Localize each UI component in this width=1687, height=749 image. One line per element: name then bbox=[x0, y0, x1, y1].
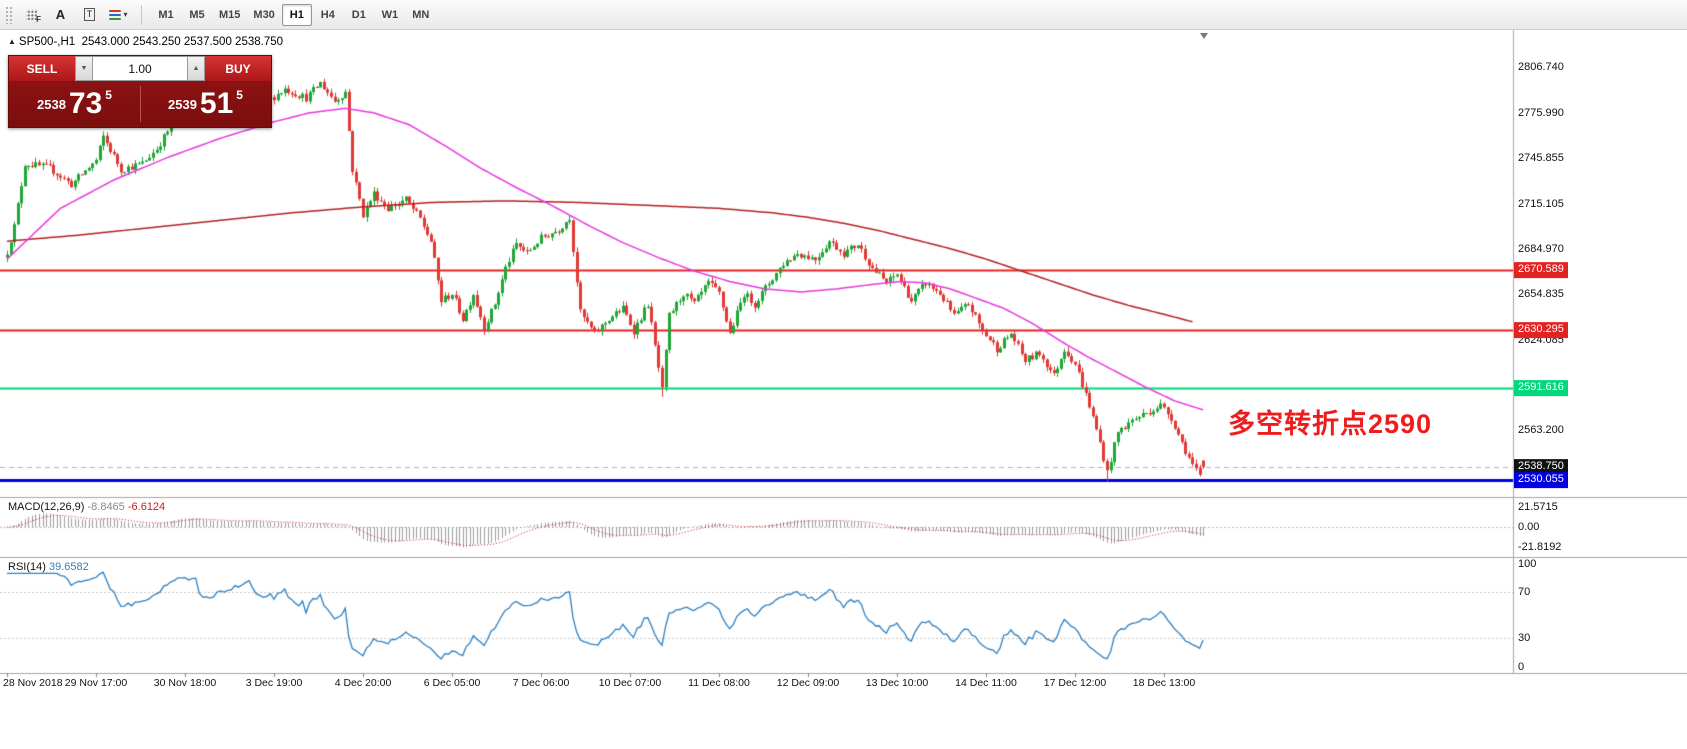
time-axis-label: 29 Nov 17:00 bbox=[64, 677, 128, 689]
toolbar: F A T ▾ M1 M5 M15 M30 H1 H4 D1 W1 MN bbox=[0, 0, 1687, 30]
ask-pips: 51 bbox=[199, 87, 234, 120]
rsi-axis-label: 70 bbox=[1518, 585, 1531, 598]
rsi-name: RSI(14) bbox=[8, 561, 46, 573]
symbol-ohlc-text: SP500-,H1 2543.000 2543.250 2537.500 253… bbox=[18, 36, 284, 48]
timeframe-h1-button[interactable]: H1 bbox=[281, 3, 312, 26]
bid-price[interactable]: 2538 73 5 bbox=[9, 81, 140, 127]
macd-axis-label: -21.8192 bbox=[1518, 541, 1562, 554]
price-axis-badge: 2538.750 bbox=[1514, 459, 1568, 475]
time-axis-label: 6 Dec 05:00 bbox=[423, 677, 481, 689]
rsi-value: 39.6582 bbox=[48, 561, 89, 573]
symbol-ohlc-info: ▲ SP500-,H1 2543.000 2543.250 2537.500 25… bbox=[8, 36, 283, 48]
rsi-axis-label: 30 bbox=[1518, 632, 1531, 645]
time-axis-label: 13 Dec 10:00 bbox=[865, 677, 929, 689]
ask-pipette: 5 bbox=[236, 88, 243, 102]
toolbar-grip[interactable] bbox=[5, 5, 12, 24]
timeframe-m1-button[interactable]: M1 bbox=[158, 8, 174, 21]
macd-axis-label: 21.5715 bbox=[1518, 501, 1558, 513]
timeframe-m30-button[interactable]: M30 bbox=[253, 8, 275, 21]
toolbar-separator bbox=[141, 4, 142, 25]
timeframe-d1-button[interactable]: D1 bbox=[351, 8, 366, 21]
timeframe-group: M1 M5 M15 M30 H1 H4 D1 W1 MN bbox=[151, 3, 436, 26]
time-axis-label: 14 Dec 11:00 bbox=[955, 677, 1017, 689]
volume-input[interactable] bbox=[93, 56, 187, 81]
text-label-icon: T bbox=[83, 8, 96, 21]
price-axis-label: 2775.990 bbox=[1518, 106, 1564, 119]
macd-main-value: -8.8465 bbox=[87, 501, 125, 513]
macd-signal-value: -6.6124 bbox=[127, 501, 166, 513]
time-axis-label: 18 Dec 13:00 bbox=[1132, 677, 1196, 689]
macd-axis-label: 0.00 bbox=[1518, 521, 1540, 533]
ask-price[interactable]: 2539 51 5 bbox=[140, 81, 271, 127]
one-click-trade-panel: SELL ▼ ▲ BUY 2538 73 5 2539 51 5 bbox=[8, 55, 272, 128]
annotation-a-button[interactable]: A bbox=[47, 4, 74, 26]
time-axis-label: 12 Dec 09:00 bbox=[776, 677, 840, 689]
price-axis-badge: 2530.055 bbox=[1514, 472, 1568, 488]
volume-increase-button[interactable]: ▲ bbox=[187, 56, 205, 81]
volume-decrease-button[interactable]: ▼ bbox=[75, 56, 93, 81]
bid-pipette: 5 bbox=[105, 88, 112, 102]
bid-integer: 2538 bbox=[37, 96, 66, 112]
macd-label: MACD(12,26,9) -8.8465 -6.6124 bbox=[8, 501, 165, 513]
line-styles-button[interactable]: ▾ bbox=[105, 4, 132, 26]
price-axis-label: 2715.105 bbox=[1518, 197, 1564, 210]
grid-icon bbox=[26, 9, 37, 20]
line-styles-icon bbox=[109, 9, 122, 20]
price-axis-badge: 2630.295 bbox=[1514, 322, 1568, 339]
price-axis-label: 2806.740 bbox=[1518, 60, 1564, 73]
sell-button[interactable]: SELL bbox=[9, 56, 75, 81]
time-axis-label: 30 Nov 18:00 bbox=[153, 677, 217, 689]
time-axis-label: 11 Dec 08:00 bbox=[688, 677, 750, 689]
collapse-triangle-icon[interactable]: ▲ bbox=[8, 37, 16, 46]
letter-a-icon: A bbox=[55, 7, 66, 22]
grid-icon-letter: F bbox=[36, 14, 41, 24]
price-axis-label: 2745.855 bbox=[1518, 151, 1564, 164]
chevron-down-icon: ▾ bbox=[123, 10, 128, 19]
rsi-label: RSI(14) 39.6582 bbox=[8, 561, 89, 573]
time-axis-label: 7 Dec 06:00 bbox=[512, 677, 570, 689]
chart-shift-marker[interactable] bbox=[1200, 33, 1208, 39]
price-axis-label: 2684.970 bbox=[1518, 242, 1564, 255]
price-axis-label: 2654.835 bbox=[1518, 287, 1564, 300]
timeframe-w1-button[interactable]: W1 bbox=[381, 8, 399, 21]
time-axis-label: 17 Dec 12:00 bbox=[1043, 677, 1107, 689]
time-axis-label: 4 Dec 20:00 bbox=[334, 677, 392, 689]
indicators-button[interactable]: F bbox=[18, 4, 45, 26]
time-axis-label: 28 Nov 2018 bbox=[3, 677, 63, 689]
rsi-axis-label: 0 bbox=[1518, 661, 1525, 673]
price-axis-label: 2563.200 bbox=[1518, 424, 1564, 437]
macd-name: MACD(12,26,9) bbox=[8, 501, 85, 513]
chart-annotation-text: 多空转折点2590 bbox=[1228, 409, 1433, 439]
quote-divider bbox=[140, 86, 141, 122]
timeframe-m15-button[interactable]: M15 bbox=[219, 8, 241, 21]
rsi-axis-label: 100 bbox=[1518, 558, 1537, 570]
timeframe-m5-button[interactable]: M5 bbox=[189, 8, 205, 21]
ask-integer: 2539 bbox=[168, 96, 197, 112]
buy-button[interactable]: BUY bbox=[205, 56, 271, 81]
timeframe-h4-button[interactable]: H4 bbox=[320, 8, 335, 21]
price-axis-badge: 2670.589 bbox=[1514, 262, 1568, 279]
text-tool-button[interactable]: T bbox=[76, 4, 103, 26]
time-axis-label: 10 Dec 07:00 bbox=[598, 677, 662, 689]
time-axis-label: 3 Dec 19:00 bbox=[245, 677, 303, 689]
price-axis-badge: 2591.616 bbox=[1514, 380, 1568, 396]
bid-pips: 73 bbox=[68, 87, 103, 120]
timeframe-mn-button[interactable]: MN bbox=[412, 8, 430, 21]
